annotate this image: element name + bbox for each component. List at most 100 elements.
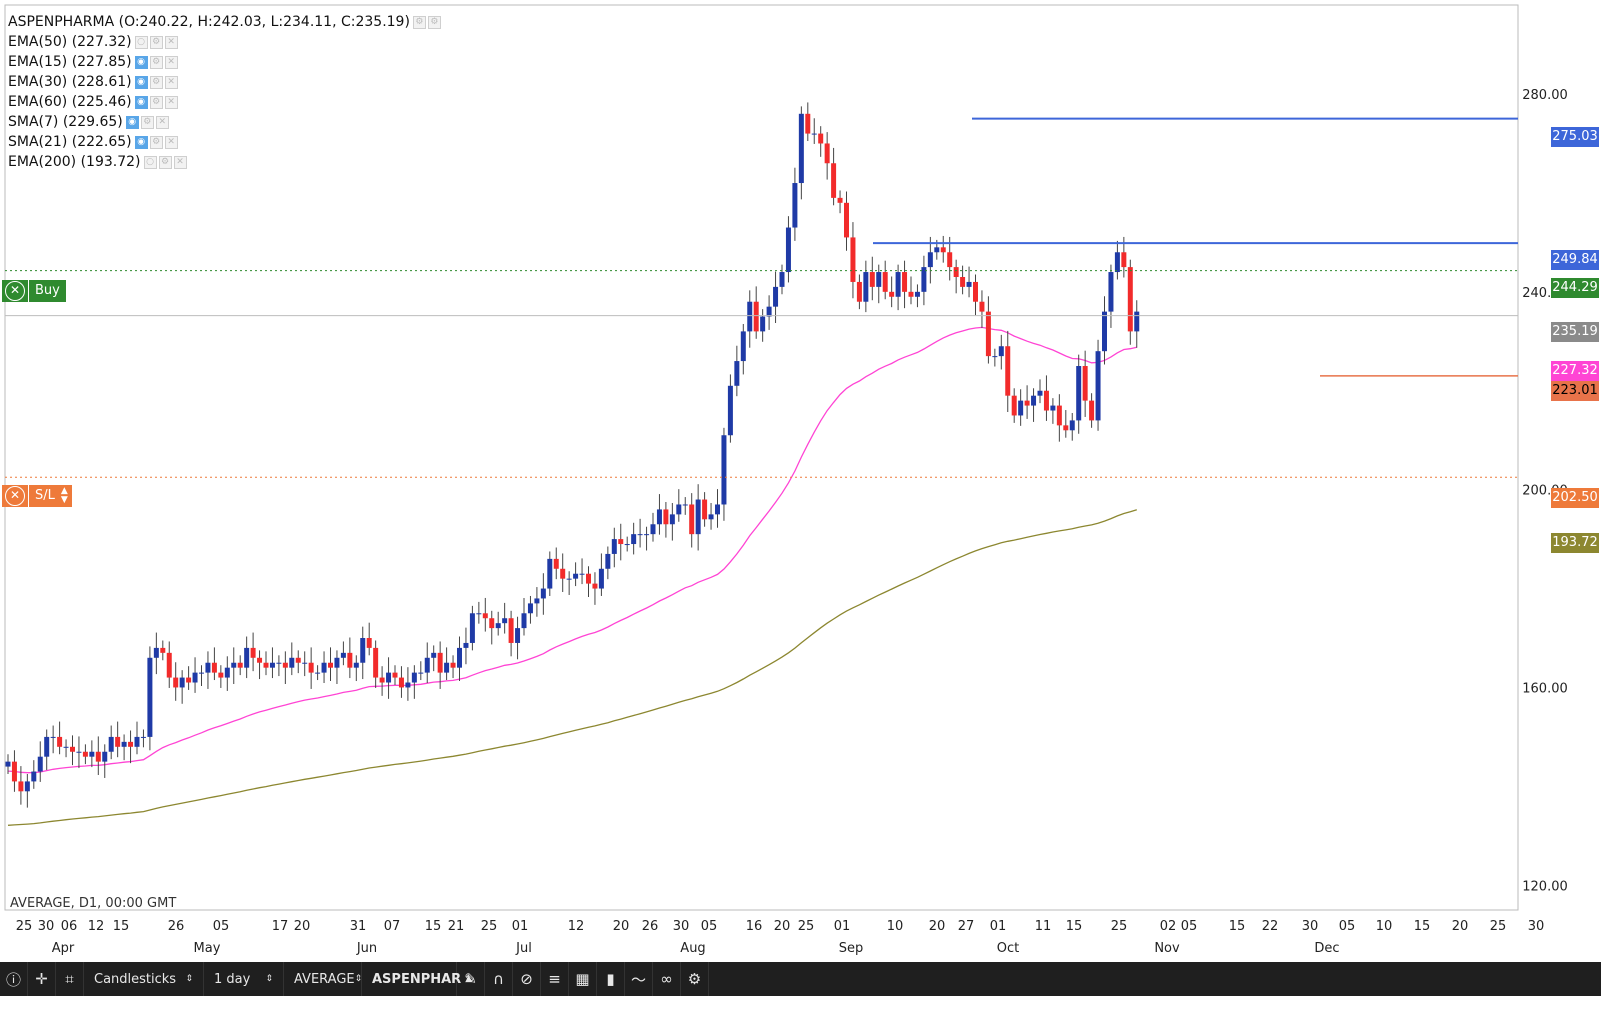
info-icon[interactable]: ⓘ: [0, 962, 28, 996]
indicator-label: EMA(50) (227.32): [8, 34, 132, 50]
ema50-line: [7, 326, 1137, 774]
candle: [895, 272, 901, 297]
close-icon[interactable]: ✕: [173, 155, 187, 169]
layout-icon[interactable]: ▦: [569, 962, 597, 996]
candle: [902, 272, 908, 292]
candle: [263, 662, 269, 668]
candle: [1056, 405, 1062, 426]
x-tick-label: 25: [1490, 919, 1507, 934]
close-icon[interactable]: ✕: [164, 135, 178, 149]
settings-icon[interactable]: ⚙: [412, 15, 426, 29]
eye-icon[interactable]: ◉: [134, 75, 148, 89]
settings-icon[interactable]: ⚙: [149, 75, 163, 89]
x-tick-label: 10: [1376, 919, 1393, 934]
candle: [211, 662, 217, 673]
templates-icon[interactable]: ▮: [597, 962, 625, 996]
candle: [115, 736, 121, 747]
candle: [773, 286, 779, 307]
magnet-icon[interactable]: ∩: [485, 962, 513, 996]
settings-icon[interactable]: ⚙: [427, 15, 441, 29]
candle: [547, 558, 553, 589]
candle: [760, 316, 766, 332]
candle: [315, 672, 321, 674]
candle: [637, 534, 643, 536]
candle: [966, 281, 972, 287]
candle: [1069, 420, 1075, 431]
candle: [1031, 395, 1037, 406]
candle: [734, 361, 740, 386]
crosshair-icon[interactable]: ✛: [28, 962, 56, 996]
candle: [869, 272, 875, 287]
candle: [689, 504, 695, 535]
indicator-row: EMA(50) (227.32) ○ ⚙ ✕: [8, 32, 443, 52]
settings-icon[interactable]: ⚙: [149, 55, 163, 69]
interval-select[interactable]: 1 day ⇕: [204, 962, 284, 996]
candle: [1089, 400, 1095, 421]
eye-icon[interactable]: ○: [134, 35, 148, 49]
candle: [328, 662, 333, 668]
updown-icon: ⇕: [265, 974, 273, 984]
settings-icon[interactable]: ⚙: [149, 135, 163, 149]
close-order-icon[interactable]: ✕: [5, 281, 25, 301]
settings-icon[interactable]: ⚙: [158, 155, 172, 169]
symbol-select[interactable]: ASPENPHAR ▲: [362, 962, 472, 996]
candle: [5, 761, 11, 767]
x-tick-label: 12: [88, 919, 105, 934]
candle: [598, 568, 604, 589]
candle: [863, 272, 869, 302]
hide-icon[interactable]: ⊘: [513, 962, 541, 996]
x-tick-label: 02: [1160, 919, 1177, 934]
candle: [927, 252, 933, 268]
candle: [282, 662, 288, 668]
eye-icon[interactable]: ◉: [134, 135, 148, 149]
candle: [985, 311, 991, 357]
month-label: Oct: [997, 941, 1019, 956]
price-type-select[interactable]: AVERAGE ⇕: [284, 962, 362, 996]
candle: [515, 628, 521, 643]
candle: [889, 291, 895, 297]
eye-icon[interactable]: ◉: [125, 115, 139, 129]
settings-icon[interactable]: ⚙: [149, 35, 163, 49]
candle: [844, 202, 849, 238]
indicator-row: SMA(7) (229.65) ◉ ⚙ ✕: [8, 112, 443, 132]
close-icon[interactable]: ✕: [164, 95, 178, 109]
close-icon[interactable]: ✕: [155, 115, 169, 129]
settings-icon[interactable]: ⚙: [149, 95, 163, 109]
buy-order-tag[interactable]: ✕ Buy: [2, 280, 66, 302]
settings-icon[interactable]: ⚙: [140, 115, 154, 129]
eye-icon[interactable]: ○: [143, 155, 157, 169]
eye-icon[interactable]: ◉: [134, 95, 148, 109]
candle: [534, 598, 540, 604]
x-tick-label: 15: [1414, 919, 1431, 934]
eye-icon[interactable]: ◉: [134, 55, 148, 69]
pencil-icon[interactable]: ✎: [457, 962, 485, 996]
indicators-icon[interactable]: ≡: [541, 962, 569, 996]
candle: [192, 672, 198, 683]
candle: [360, 638, 366, 663]
close-order-icon[interactable]: ✕: [5, 486, 25, 506]
stepper-icon[interactable]: ▲ ▼: [60, 486, 68, 505]
candle: [1063, 425, 1069, 431]
x-tick-label: 12: [568, 919, 585, 934]
stop-loss-tag[interactable]: ✕ S/L ▲ ▼: [2, 485, 72, 507]
candle: [1082, 366, 1088, 401]
close-icon[interactable]: ✕: [164, 55, 178, 69]
candle: [237, 662, 243, 668]
price-tag-244: 244.29: [1551, 278, 1599, 298]
link-icon[interactable]: ∞: [653, 962, 681, 996]
chart-type-select[interactable]: Candlesticks ⇕: [84, 962, 204, 996]
gear-icon[interactable]: ⚙: [681, 962, 709, 996]
candle: [1095, 351, 1101, 421]
candle: [295, 657, 301, 663]
close-icon[interactable]: ✕: [164, 75, 178, 89]
x-tick-label: 01: [990, 919, 1007, 934]
candle: [289, 657, 295, 668]
candle: [205, 662, 211, 673]
updown-icon: ⇕: [185, 974, 193, 984]
close-icon[interactable]: ✕: [164, 35, 178, 49]
candle: [650, 524, 656, 535]
buy-order-label: Buy: [28, 280, 66, 302]
crop-icon[interactable]: ⌗: [56, 962, 84, 996]
line-chart-icon[interactable]: 〜: [625, 962, 653, 996]
